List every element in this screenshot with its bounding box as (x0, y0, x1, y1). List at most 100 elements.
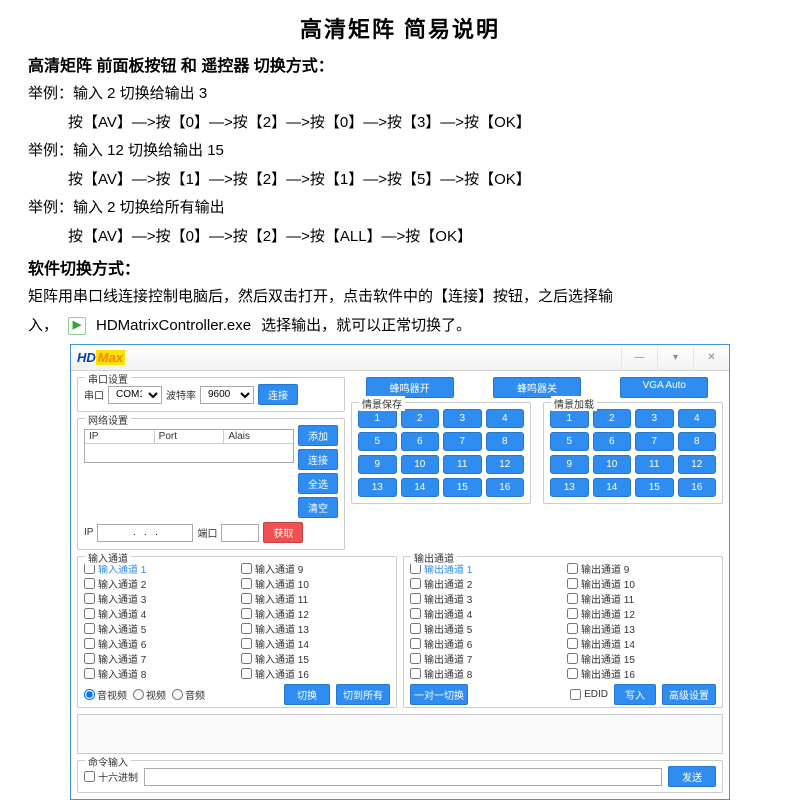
baud-label: 波特率 (166, 387, 196, 402)
input-channel-3[interactable]: 输入通道 3 (84, 591, 233, 606)
output-channel-13[interactable]: 输出通道 13 (567, 621, 716, 636)
switch-button[interactable]: 切换 (284, 684, 330, 705)
input-channel-12[interactable]: 输入通道 12 (241, 606, 390, 621)
input-channel-5[interactable]: 输入通道 5 (84, 621, 233, 636)
output-channel-11[interactable]: 输出通道 11 (567, 591, 716, 606)
scene-load-1[interactable]: 1 (550, 409, 589, 428)
scene-save-16[interactable]: 16 (486, 478, 525, 497)
net-get-button[interactable]: 获取 (263, 522, 303, 543)
input-channel-2[interactable]: 输入通道 2 (84, 576, 233, 591)
serial-connect-button[interactable]: 连接 (258, 384, 298, 405)
buzzer-on-button[interactable]: 蜂鸣器开 (366, 377, 454, 398)
scene-load-2[interactable]: 2 (593, 409, 632, 428)
net-selectall-button[interactable]: 全选 (298, 473, 338, 494)
input-channel-11[interactable]: 输入通道 11 (241, 591, 390, 606)
scene-save-4[interactable]: 4 (486, 409, 525, 428)
scene-save-2[interactable]: 2 (401, 409, 440, 428)
scene-load-7[interactable]: 7 (635, 432, 674, 451)
input-channel-10[interactable]: 输入通道 10 (241, 576, 390, 591)
scene-load-6[interactable]: 6 (593, 432, 632, 451)
scene-save-13[interactable]: 13 (358, 478, 397, 497)
input-channel-15[interactable]: 输入通道 15 (241, 651, 390, 666)
input-channel-8[interactable]: 输入通道 8 (84, 666, 233, 681)
output-channel-10[interactable]: 输出通道 10 (567, 576, 716, 591)
buzzer-off-button[interactable]: 蜂鸣器关 (493, 377, 581, 398)
scene-save-3[interactable]: 3 (443, 409, 482, 428)
vga-auto-button[interactable]: VGA Auto (620, 377, 708, 398)
minimize-button[interactable]: — (621, 347, 657, 369)
input-channel-4[interactable]: 输入通道 4 (84, 606, 233, 621)
scene-save-14[interactable]: 14 (401, 478, 440, 497)
scene-save-12[interactable]: 12 (486, 455, 525, 474)
scene-load-10[interactable]: 10 (593, 455, 632, 474)
titlebar[interactable]: HDMax — ▾ ✕ (71, 345, 729, 371)
input-channel-label: 输入通道 (85, 550, 131, 565)
advanced-button[interactable]: 高级设置 (662, 684, 716, 705)
net-clear-button[interactable]: 清空 (298, 497, 338, 518)
radio-video[interactable]: 视频 (133, 687, 166, 702)
scene-save-9[interactable]: 9 (358, 455, 397, 474)
net-connect-button[interactable]: 连接 (298, 449, 338, 470)
input-channel-group: 输入通道 输入通道 1输入通道 9输入通道 2输入通道 10输入通道 3输入通道… (77, 556, 397, 708)
net-add-button[interactable]: 添加 (298, 425, 338, 446)
network-table[interactable]: IP Port Alais (84, 429, 294, 463)
output-channel-8[interactable]: 输出通道 8 (410, 666, 559, 681)
baud-select[interactable]: 9600 (200, 386, 254, 404)
scene-save-8[interactable]: 8 (486, 432, 525, 451)
one-to-one-button[interactable]: 一对一切换 (410, 684, 468, 705)
scene-load-14[interactable]: 14 (593, 478, 632, 497)
input-channel-14[interactable]: 输入通道 14 (241, 636, 390, 651)
input-channel-13[interactable]: 输入通道 13 (241, 621, 390, 636)
port-input[interactable] (221, 524, 259, 542)
input-channel-16[interactable]: 输入通道 16 (241, 666, 390, 681)
write-button[interactable]: 写入 (614, 684, 656, 705)
network-group-label: 网络设置 (85, 412, 131, 427)
scene-load-11[interactable]: 11 (635, 455, 674, 474)
scene-save-7[interactable]: 7 (443, 432, 482, 451)
hex-checkbox[interactable]: 十六进制 (84, 769, 138, 784)
scene-load-5[interactable]: 5 (550, 432, 589, 451)
output-channel-14[interactable]: 输出通道 14 (567, 636, 716, 651)
output-channel-16[interactable]: 输出通道 16 (567, 666, 716, 681)
scene-save-5[interactable]: 5 (358, 432, 397, 451)
output-channel-9[interactable]: 输出通道 9 (567, 561, 716, 576)
output-channel-3[interactable]: 输出通道 3 (410, 591, 559, 606)
scene-save-15[interactable]: 15 (443, 478, 482, 497)
scene-save-10[interactable]: 10 (401, 455, 440, 474)
serial-port-select[interactable]: COM1 (108, 386, 162, 404)
radio-av[interactable]: 音视频 (84, 687, 127, 702)
ip-input[interactable] (97, 524, 193, 542)
scene-load-15[interactable]: 15 (635, 478, 674, 497)
edid-checkbox[interactable]: EDID (570, 687, 608, 702)
scene-save-1[interactable]: 1 (358, 409, 397, 428)
output-channel-2[interactable]: 输出通道 2 (410, 576, 559, 591)
scene-save-6[interactable]: 6 (401, 432, 440, 451)
output-channel-12[interactable]: 输出通道 12 (567, 606, 716, 621)
radio-audio[interactable]: 音频 (172, 687, 205, 702)
switch-all-button[interactable]: 切到所有 (336, 684, 390, 705)
network-group: 网络设置 IP Port Alais (77, 418, 345, 550)
scene-save-11[interactable]: 11 (443, 455, 482, 474)
scene-load-9[interactable]: 9 (550, 455, 589, 474)
input-channel-6[interactable]: 输入通道 6 (84, 636, 233, 651)
output-channel-4[interactable]: 输出通道 4 (410, 606, 559, 621)
send-button[interactable]: 发送 (668, 766, 716, 787)
input-channel-9[interactable]: 输入通道 9 (241, 561, 390, 576)
close-button[interactable]: ✕ (693, 347, 729, 369)
output-channel-7[interactable]: 输出通道 7 (410, 651, 559, 666)
scene-load-13[interactable]: 13 (550, 478, 589, 497)
scene-load-label: 情景加载 (551, 396, 597, 411)
scene-load-16[interactable]: 16 (678, 478, 717, 497)
output-channel-5[interactable]: 输出通道 5 (410, 621, 559, 636)
example-1-steps: 按【AV】—>按【0】—>按【2】—>按【0】—>按【3】—>按【OK】 (28, 109, 772, 138)
output-channel-6[interactable]: 输出通道 6 (410, 636, 559, 651)
log-area (77, 714, 723, 754)
scene-load-4[interactable]: 4 (678, 409, 717, 428)
scene-load-8[interactable]: 8 (678, 432, 717, 451)
command-input[interactable] (144, 768, 662, 786)
scene-load-3[interactable]: 3 (635, 409, 674, 428)
dropdown-button[interactable]: ▾ (657, 347, 693, 369)
input-channel-7[interactable]: 输入通道 7 (84, 651, 233, 666)
output-channel-15[interactable]: 输出通道 15 (567, 651, 716, 666)
scene-load-12[interactable]: 12 (678, 455, 717, 474)
